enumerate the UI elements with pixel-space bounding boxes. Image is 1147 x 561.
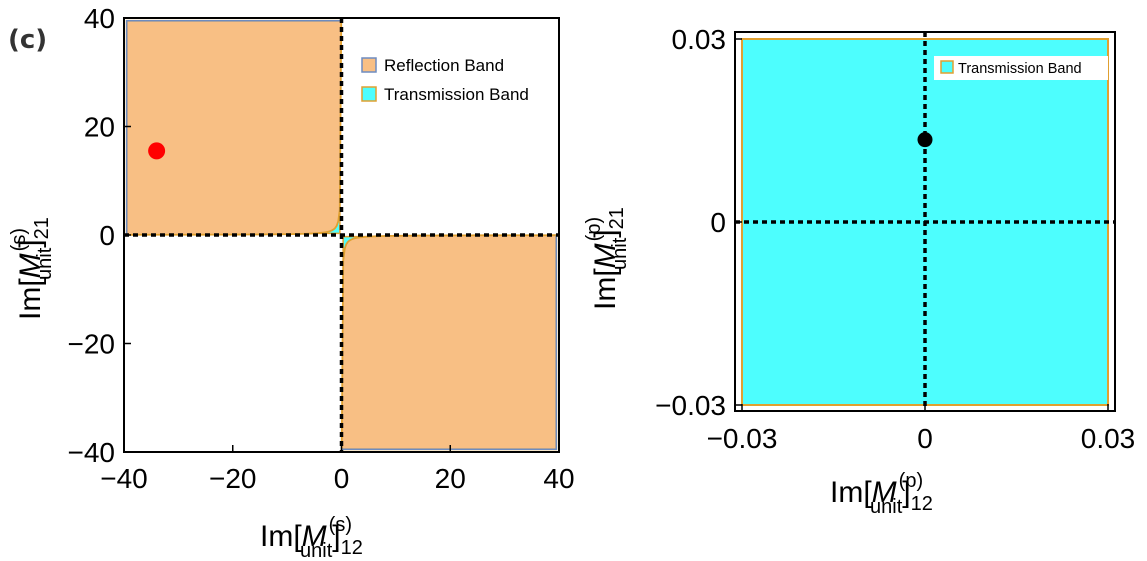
svg-text:Im[M(p)unit]21: Im[M(p)unit]21: [583, 207, 631, 310]
y-tick-label: 20: [84, 112, 115, 143]
reflection-band-q2: [125, 19, 343, 236]
x-tick-label: −20: [209, 463, 257, 494]
ylabel-sub: unit: [34, 247, 56, 280]
xlabel-index: 12: [911, 493, 933, 515]
ylabel-index: 21: [31, 217, 53, 239]
xlabel-sup: (s): [329, 514, 352, 536]
left-plot-area: [124, 18, 559, 452]
ylabel-sub: unit: [609, 237, 631, 270]
left-legend: Reflection Band Transmission Band: [361, 56, 529, 104]
left-chart: (c) −40 −20 0 20 40 −40 −20 0 20 40 Reflection Ba…: [8, 3, 575, 561]
right-chart: −0.03 0 0.03 −0.03 0 0.03 Transmission Band I…: [583, 24, 1135, 518]
legend-label-transmission: Transmission Band: [384, 85, 529, 104]
y-tick-label: 40: [84, 3, 115, 34]
y-tick-label: 0: [710, 207, 726, 238]
reflection-edge-q4: [341, 235, 558, 451]
xlabel-symbol: M: [302, 520, 327, 553]
xlabel-sub: unit: [300, 540, 333, 561]
legend-swatch-reflection: [361, 57, 377, 73]
x-tick-label: −40: [100, 463, 148, 494]
ylabel-symbol: M: [14, 253, 47, 278]
ylabel-sup: (s): [8, 228, 30, 251]
ylabel-symbol: M: [589, 243, 622, 268]
x-tick-label: 40: [543, 463, 574, 494]
data-point: [148, 142, 166, 160]
xlabel-index: 12: [341, 537, 363, 559]
right-plot-area: [735, 32, 1115, 411]
xlabel-suffix: ]: [902, 476, 910, 509]
legend-label-reflection: Reflection Band: [384, 56, 504, 75]
y-tick-label: 0: [99, 220, 115, 251]
left-y-axis-label: Im[M(s)unit]21: [8, 217, 56, 320]
ylabel-sup: (p): [583, 217, 605, 241]
x-tick-label: 0.03: [1081, 423, 1136, 454]
left-ticks: −40 −20 0 20 40 −40 −20 0 20 40: [68, 3, 575, 494]
legend-swatch-transmission: [940, 60, 954, 74]
ylabel-suffix: ]: [14, 239, 47, 247]
right-ticks: −0.03 0 0.03 −0.03 0 0.03: [655, 24, 1135, 454]
y-tick-label: −40: [68, 437, 116, 468]
xlabel-symbol: M: [872, 476, 897, 509]
ylabel-prefix: Im[: [589, 268, 622, 310]
y-tick-label: −0.03: [655, 390, 726, 421]
legend-label-transmission: Transmission Band: [958, 61, 1082, 77]
xlabel-suffix: ]: [332, 520, 340, 553]
xlabel-sup: (p): [899, 470, 923, 492]
ylabel-suffix: ]: [589, 229, 622, 237]
ylabel-index: 21: [606, 207, 628, 229]
left-x-axis-label: Im[M (s) unit]12: [260, 514, 363, 561]
x-tick-label: 20: [435, 463, 466, 494]
right-x-axis-label: Im[M (p) unit]12: [830, 470, 933, 518]
legend-background: [934, 56, 1108, 80]
right-legend: Transmission Band: [934, 56, 1108, 80]
x-tick-label: 0: [917, 423, 933, 454]
panel-label: (c): [8, 25, 47, 55]
x-tick-label: 0: [334, 463, 350, 494]
reflection-band-q4: [340, 234, 558, 451]
y-tick-label: −20: [68, 329, 116, 360]
x-tick-label: −0.03: [707, 423, 778, 454]
xlabel-prefix: Im[: [260, 520, 302, 553]
svg-text:Im[M(s)unit]21: Im[M(s)unit]21: [8, 217, 56, 320]
right-y-axis-label: Im[M(p)unit]21: [583, 207, 631, 310]
y-tick-label: 0.03: [672, 24, 727, 55]
legend-swatch-transmission: [361, 86, 377, 102]
reflection-edge-q2: [125, 19, 342, 235]
xlabel-sub: unit: [870, 496, 903, 518]
ylabel-prefix: Im[: [14, 278, 47, 320]
xlabel-prefix: Im[: [830, 476, 872, 509]
data-point: [917, 132, 933, 148]
